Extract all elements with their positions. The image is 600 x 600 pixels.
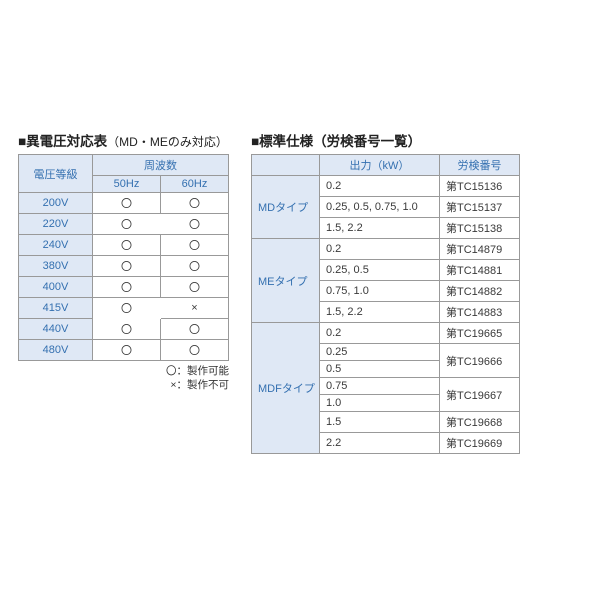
output-cell: 0.2: [320, 239, 440, 260]
mark-cell: 〇: [161, 319, 229, 340]
number-cell: 第TC19669: [440, 433, 520, 454]
spec-table: 出力（kW） 労検番号 MDタイプ 0.2 第TC15136 0.25, 0.5…: [251, 154, 520, 454]
type-cell: MDタイプ: [252, 176, 320, 239]
mark-cell: 〇: [93, 340, 161, 361]
heading-bullet: ■: [18, 134, 26, 149]
table-row: MDタイプ 0.2 第TC15136: [252, 176, 520, 197]
number-cell: 第TC19668: [440, 412, 520, 433]
number-cell: 第TC14882: [440, 281, 520, 302]
number-cell: 第TC14881: [440, 260, 520, 281]
heading-bullet: ■: [251, 134, 259, 149]
output-cell: 1.5: [320, 412, 440, 433]
number-cell: 第TC19667: [440, 378, 520, 412]
voltage-heading: ■異電圧対応表（MD・MEのみ対応）: [18, 130, 229, 150]
mark-cell: 〇: [93, 298, 161, 319]
table-row: 440V 〇 〇: [19, 319, 229, 340]
number-cell: 第TC14879: [440, 239, 520, 260]
col-type: [252, 155, 320, 176]
voltage-cell: 400V: [19, 277, 93, 298]
page-root: ■異電圧対応表（MD・MEのみ対応） 電圧等級 周波数 50Hz 60Hz 20…: [0, 0, 600, 454]
number-cell: 第TC14883: [440, 302, 520, 323]
voltage-cell: 480V: [19, 340, 93, 361]
mark-cell: ×: [161, 298, 229, 319]
col-60hz: 60Hz: [161, 176, 229, 193]
mark-cell: 〇: [93, 256, 161, 277]
table-row: 480V 〇 〇: [19, 340, 229, 361]
table-row: 400V 〇 〇: [19, 277, 229, 298]
mark-cell: 〇: [161, 256, 229, 277]
voltage-cell: 415V: [19, 298, 93, 319]
voltage-cell: 380V: [19, 256, 93, 277]
output-cell: 0.75, 1.0: [320, 281, 440, 302]
col-50hz: 50Hz: [93, 176, 161, 193]
spec-block: ■標準仕様（労検番号一覧） 出力（kW） 労検番号 MDタイプ 0.2 第TC1…: [251, 130, 520, 454]
output-cell: 0.5: [320, 361, 440, 378]
voltage-legend: 〇：製作可能 ×：製作不可: [18, 364, 229, 392]
number-cell: 第TC19666: [440, 344, 520, 378]
mark-cell: 〇: [93, 214, 161, 235]
output-cell: 0.25, 0.5, 0.75, 1.0: [320, 197, 440, 218]
table-row: 電圧等級 周波数: [19, 155, 229, 176]
table-row: 380V 〇 〇: [19, 256, 229, 277]
mark-cell: 〇: [93, 235, 161, 256]
number-cell: 第TC19665: [440, 323, 520, 344]
heading-sub: （MD・MEのみ対応）: [107, 135, 228, 149]
output-cell: 0.25: [320, 344, 440, 361]
type-cell: MDFタイプ: [252, 323, 320, 454]
mark-cell: 〇: [161, 193, 229, 214]
mark-cell: 〇: [161, 214, 229, 235]
output-cell: 1.5, 2.2: [320, 218, 440, 239]
legend-ok: 〇：製作可能: [166, 365, 229, 377]
voltage-cell: 240V: [19, 235, 93, 256]
number-cell: 第TC15136: [440, 176, 520, 197]
mark-cell: 〇: [161, 340, 229, 361]
mark-cell: 〇: [93, 277, 161, 298]
output-cell: 0.75: [320, 378, 440, 395]
col-number: 労検番号: [440, 155, 520, 176]
table-row: 415V 〇 ×: [19, 298, 229, 319]
voltage-table: 電圧等級 周波数 50Hz 60Hz 200V 〇 〇 220V 〇 〇 240…: [18, 154, 229, 361]
heading-text: 異電圧対応表: [26, 134, 107, 149]
output-cell: 0.25, 0.5: [320, 260, 440, 281]
table-row: 200V 〇 〇: [19, 193, 229, 214]
voltage-cell: 440V: [19, 319, 93, 340]
mark-cell: 〇: [93, 319, 161, 340]
voltage-cell: 220V: [19, 214, 93, 235]
number-cell: 第TC15137: [440, 197, 520, 218]
output-cell: 2.2: [320, 433, 440, 454]
output-cell: 0.2: [320, 323, 440, 344]
output-cell: 1.0: [320, 395, 440, 412]
table-row: 240V 〇 〇: [19, 235, 229, 256]
output-cell: 0.2: [320, 176, 440, 197]
output-cell: 1.5, 2.2: [320, 302, 440, 323]
legend-ng: ×：製作不可: [170, 379, 229, 391]
spec-heading: ■標準仕様（労検番号一覧）: [251, 130, 520, 150]
number-cell: 第TC15138: [440, 218, 520, 239]
table-row: 220V 〇 〇: [19, 214, 229, 235]
mark-cell: 〇: [161, 235, 229, 256]
col-output: 出力（kW）: [320, 155, 440, 176]
col-voltage: 電圧等級: [19, 155, 93, 193]
heading-text: 標準仕様（労検番号一覧）: [259, 134, 421, 149]
mark-cell: 〇: [93, 193, 161, 214]
col-frequency: 周波数: [93, 155, 229, 176]
voltage-block: ■異電圧対応表（MD・MEのみ対応） 電圧等級 周波数 50Hz 60Hz 20…: [18, 130, 229, 454]
table-row: MDFタイプ 0.2 第TC19665: [252, 323, 520, 344]
table-row: 出力（kW） 労検番号: [252, 155, 520, 176]
table-row: MEタイプ 0.2 第TC14879: [252, 239, 520, 260]
voltage-cell: 200V: [19, 193, 93, 214]
type-cell: MEタイプ: [252, 239, 320, 323]
mark-cell: 〇: [161, 277, 229, 298]
